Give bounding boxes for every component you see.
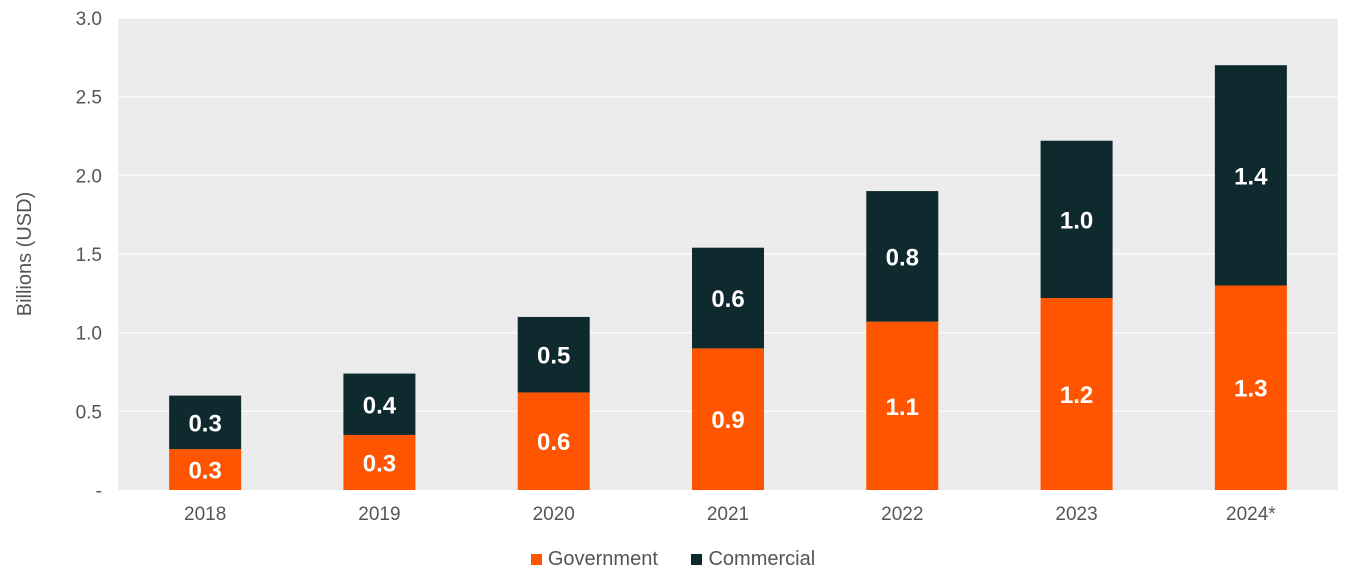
x-axis-ticks: 2018 2019 2020 2021 2022 2023 2024* — [184, 504, 1276, 525]
data-label-commercial: 0.3 — [188, 410, 221, 437]
bar-commercial-2018 — [169, 395, 242, 450]
bar-commercial-2020 — [517, 316, 590, 393]
x-tick-label: 2021 — [707, 504, 749, 525]
bar-government-2019 — [343, 434, 416, 490]
bar-commercial-2019 — [343, 373, 416, 435]
data-label-government: 1.3 — [1234, 376, 1267, 403]
x-tick-label: 2020 — [533, 504, 575, 525]
data-label-commercial: 1.4 — [1234, 163, 1268, 190]
x-tick-label: 2022 — [881, 504, 923, 525]
stacked-bar-chart: 0.3 0.3 0.3 0.4 0.6 0.5 0.9 0.6 1.1 0.8 1.2 1.0 1.3 1… — [14, 9, 1338, 525]
y-tick-label: 3.0 — [76, 9, 102, 30]
data-label-government: 1.2 — [1060, 382, 1093, 409]
x-tick-label: 2018 — [184, 504, 226, 525]
bar-government-2020 — [517, 392, 590, 490]
data-label-government: 0.9 — [711, 407, 744, 434]
x-tick-label: 2024* — [1226, 504, 1276, 525]
legend-item-government: Government — [530, 548, 658, 571]
bar-commercial-2022 — [866, 191, 939, 322]
data-labels: 0.3 0.3 0.3 0.4 0.6 0.5 0.9 0.6 1.1 0.8 1.2 1.0 1.3 1… — [188, 163, 1268, 484]
y-tick-label: 2.0 — [76, 166, 102, 187]
bar-commercial-2021 — [692, 247, 764, 349]
y-tick-label: 1.0 — [76, 324, 102, 345]
bar-government-2023 — [1040, 298, 1113, 490]
legend-item-commercial: Commercial — [691, 548, 815, 571]
bar-government-2022 — [866, 321, 939, 490]
legend: Government Commercial — [0, 548, 1346, 571]
y-tick-label: 0.5 — [76, 402, 102, 423]
legend-label-government: Government — [547, 548, 658, 570]
data-label-government: 1.1 — [886, 394, 919, 421]
bar-commercial-2023 — [1040, 140, 1113, 299]
data-label-commercial: 1.0 — [1060, 207, 1093, 234]
data-label-government: 0.6 — [537, 429, 570, 456]
y-axis-label: Billions (USD) — [14, 192, 36, 316]
data-label-government: 0.3 — [363, 450, 396, 477]
data-label-commercial: 0.5 — [537, 343, 570, 370]
data-label-commercial: 0.4 — [363, 392, 397, 419]
data-label-commercial: 0.8 — [886, 244, 919, 271]
data-label-government: 0.3 — [188, 458, 221, 485]
bar-commercial-2024 — [1214, 65, 1287, 286]
y-tick-label: 2.5 — [76, 88, 102, 109]
bar-government-2018 — [169, 449, 242, 490]
bars — [169, 65, 1287, 490]
y-axis-ticks: - 0.5 1.0 1.5 2.0 2.5 3.0 — [76, 9, 102, 502]
x-tick-label: 2019 — [358, 504, 400, 525]
bar-government-2024 — [1214, 285, 1287, 490]
x-tick-label: 2023 — [1055, 504, 1097, 525]
y-tick-label: - — [96, 481, 102, 502]
commercial-swatch — [691, 554, 703, 565]
legend-label-commercial: Commercial — [708, 548, 816, 570]
bar-government-2021 — [692, 348, 764, 490]
data-label-commercial: 0.6 — [711, 286, 744, 313]
y-tick-label: 1.5 — [76, 245, 102, 266]
government-swatch — [530, 554, 542, 565]
